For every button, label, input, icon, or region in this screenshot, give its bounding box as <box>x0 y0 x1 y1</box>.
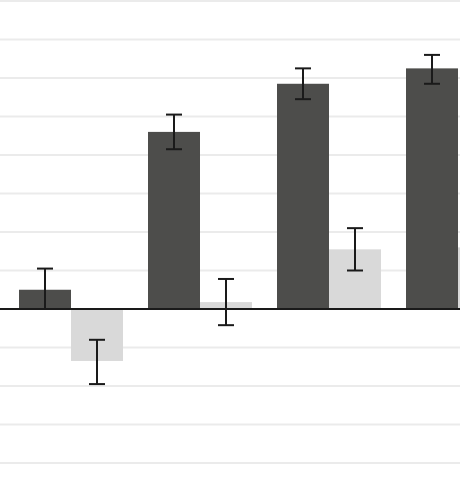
bar-series1-cat2 <box>148 131 200 309</box>
bar-series1-cat3 <box>277 83 329 310</box>
bar-series2-cat4 <box>458 247 460 309</box>
bar-series1-cat4 <box>406 68 458 309</box>
